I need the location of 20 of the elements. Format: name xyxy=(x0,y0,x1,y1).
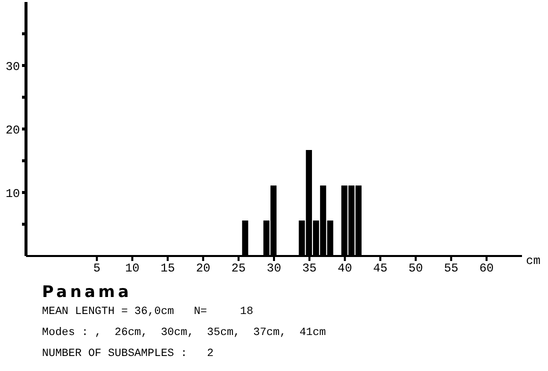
x-tick-label: 50 xyxy=(408,262,423,276)
x-tick-label: 10 xyxy=(125,262,140,276)
text: Modes : , 26cm, 30cm, 35cm, 37cm, 41cm xyxy=(42,327,326,339)
x-tick-label: 35 xyxy=(302,262,317,276)
x-tick-label: 5 xyxy=(93,262,100,276)
x-tick-label: 30 xyxy=(266,262,282,276)
text: NUMBER OF SUBSAMPLES : 2 xyxy=(42,348,214,360)
x-axis-title: cm xyxy=(526,254,540,268)
x-tick-label: 60 xyxy=(479,262,494,276)
text: Panama xyxy=(42,282,132,301)
x-tick-label: 55 xyxy=(444,262,458,276)
y-tick-label: 20 xyxy=(6,123,20,138)
y-tick-label: 30 xyxy=(6,60,20,74)
x-tick-label: 20 xyxy=(196,262,210,276)
x-tick-label: 15 xyxy=(160,262,175,276)
text: MEAN LENGTH = 36,0cm N= 18 xyxy=(42,306,254,318)
y-tick-label: 10 xyxy=(6,186,20,201)
x-tick-label: 40 xyxy=(338,262,352,276)
x-tick-label: 45 xyxy=(373,262,388,276)
x-tick-label: 25 xyxy=(231,262,246,276)
